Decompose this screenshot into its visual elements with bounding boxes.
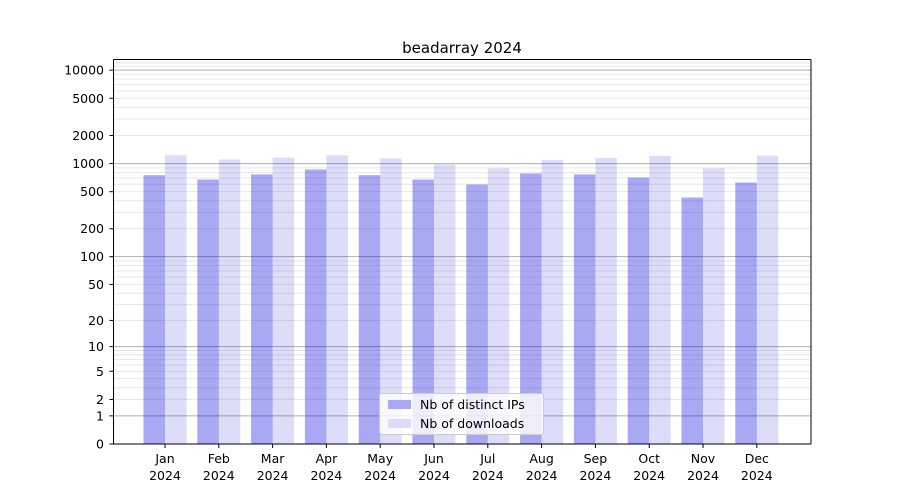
bar-downloads xyxy=(165,155,187,444)
y-axis-tick-label: 2000 xyxy=(72,128,104,143)
bar-downloads xyxy=(595,157,617,444)
bar-distinct-ips xyxy=(143,175,165,444)
bar-distinct-ips xyxy=(573,174,596,444)
x-axis-month-label: Apr xyxy=(316,451,338,466)
bar-distinct-ips xyxy=(197,179,219,444)
x-axis-month-label: Jun xyxy=(423,451,444,466)
bar-distinct-ips xyxy=(627,177,650,444)
bar-downloads xyxy=(649,155,671,445)
bar-distinct-ips xyxy=(735,182,757,444)
x-axis-month-label: Feb xyxy=(208,451,230,466)
x-axis-month-label: Aug xyxy=(529,451,553,466)
bar-downloads xyxy=(487,168,510,445)
x-axis-year-label: 2024 xyxy=(203,468,235,483)
y-axis-tick-label: 1000 xyxy=(72,156,104,171)
x-axis-year-label: 2024 xyxy=(579,468,611,483)
chart-title: beadarray 2024 xyxy=(402,39,522,57)
bar-downloads xyxy=(380,158,402,444)
bar-downloads xyxy=(218,159,241,444)
bar-distinct-ips xyxy=(412,179,434,444)
x-axis-year-label: 2024 xyxy=(418,468,450,483)
bar-distinct-ips xyxy=(466,184,488,444)
bar-distinct-ips xyxy=(251,174,273,444)
legend-swatch-distinct-ips xyxy=(388,399,411,409)
legend-label-distinct-ips: Nb of distinct IPs xyxy=(420,396,525,412)
x-axis-month-label: Mar xyxy=(261,451,285,466)
x-axis-month-label: Dec xyxy=(745,451,769,466)
x-axis-year-label: 2024 xyxy=(741,468,773,483)
y-axis-tick-label: 10 xyxy=(88,339,104,354)
y-axis-tick-label: 2 xyxy=(96,392,104,407)
x-axis-month-label: Oct xyxy=(638,451,660,466)
y-axis-tick-label: 20 xyxy=(88,313,104,328)
x-axis-year-label: 2024 xyxy=(687,468,719,483)
x-axis-year-label: 2024 xyxy=(472,468,504,483)
y-axis-tick-label: 500 xyxy=(80,184,104,199)
legend-label-downloads: Nb of downloads xyxy=(420,416,525,432)
bar-downloads xyxy=(434,164,456,444)
bar-distinct-ips xyxy=(520,173,542,444)
y-axis-tick-label: 0 xyxy=(96,437,104,452)
y-axis-tick-label: 10000 xyxy=(64,63,104,78)
x-axis-month-label: Sep xyxy=(584,451,608,466)
legend-item-downloads: Nb of downloads xyxy=(380,415,543,433)
bar-distinct-ips xyxy=(304,169,327,444)
bar-distinct-ips xyxy=(681,197,703,444)
x-axis-month-label: Nov xyxy=(691,451,716,466)
x-axis-year-label: 2024 xyxy=(633,468,665,483)
x-axis-year-label: 2024 xyxy=(364,468,396,483)
y-axis-tick-label: 5000 xyxy=(72,91,104,106)
bar-downloads xyxy=(756,155,779,444)
legend: Nb of distinct IPs Nb of downloads xyxy=(379,393,544,435)
x-axis-month-label: Jul xyxy=(479,451,495,466)
x-axis-year-label: 2024 xyxy=(257,468,289,483)
bar-downloads xyxy=(326,155,348,444)
y-axis-tick-label: 100 xyxy=(80,249,104,264)
x-axis-year-label: 2024 xyxy=(149,468,181,483)
bar-distinct-ips xyxy=(358,175,381,444)
x-axis-month-label: May xyxy=(367,451,393,466)
y-axis-tick-label: 50 xyxy=(88,277,104,292)
x-axis-year-label: 2024 xyxy=(526,468,558,483)
y-axis-tick-label: 5 xyxy=(96,364,104,379)
bar-downloads xyxy=(272,157,295,444)
legend-swatch-downloads xyxy=(388,419,411,429)
y-axis-tick-label: 1 xyxy=(96,408,104,423)
bar-downloads xyxy=(541,160,564,444)
x-axis-month-label: Jan xyxy=(154,451,174,466)
x-axis-year-label: 2024 xyxy=(310,468,342,483)
legend-item-distinct-ips: Nb of distinct IPs xyxy=(380,395,543,413)
bar-downloads xyxy=(703,168,725,445)
y-axis-tick-label: 200 xyxy=(80,221,104,236)
